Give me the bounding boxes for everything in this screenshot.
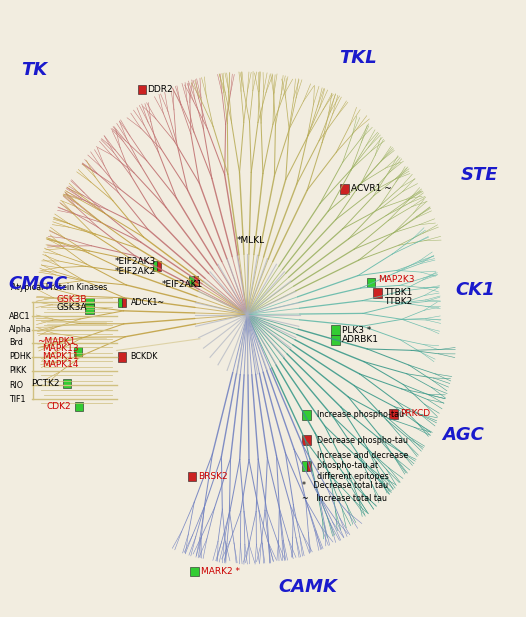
Text: PRKCD: PRKCD xyxy=(400,409,430,418)
Bar xyxy=(85,297,94,307)
Text: AGC: AGC xyxy=(442,426,484,444)
Bar xyxy=(331,335,340,345)
Bar xyxy=(138,85,146,94)
Text: GSK3A: GSK3A xyxy=(57,303,87,312)
Text: TTBK1: TTBK1 xyxy=(384,288,412,297)
Text: *EIF2AK2: *EIF2AK2 xyxy=(115,267,156,276)
Text: Brd: Brd xyxy=(9,339,23,347)
Bar xyxy=(340,184,349,194)
Text: Decrease phospho-tau: Decrease phospho-tau xyxy=(317,436,408,445)
Bar xyxy=(188,472,196,481)
Text: ABC1: ABC1 xyxy=(9,312,31,321)
Text: MAPK11: MAPK11 xyxy=(42,352,79,362)
Text: CDK2: CDK2 xyxy=(46,402,71,411)
Bar xyxy=(153,262,157,271)
Bar xyxy=(118,297,122,307)
Text: RIO: RIO xyxy=(9,381,23,390)
Bar xyxy=(331,325,340,335)
Text: Atypical Protein Kinases: Atypical Protein Kinases xyxy=(11,283,107,292)
Text: STE: STE xyxy=(460,167,498,184)
Text: MAPK13: MAPK13 xyxy=(42,344,79,353)
Bar xyxy=(307,460,311,471)
Text: BCKDK: BCKDK xyxy=(130,352,158,362)
Text: Increase phospho-tau: Increase phospho-tau xyxy=(317,410,404,420)
Text: PCTK2: PCTK2 xyxy=(32,379,60,388)
Text: *   Decrease total tau: * Decrease total tau xyxy=(302,481,389,489)
Text: PLK3 *: PLK3 * xyxy=(342,326,371,335)
Text: CAMK: CAMK xyxy=(279,578,338,595)
Text: *MLKL: *MLKL xyxy=(237,236,265,246)
Text: TIF1: TIF1 xyxy=(9,395,25,404)
Bar xyxy=(389,409,398,418)
Text: GSK3B: GSK3B xyxy=(57,295,87,304)
Bar xyxy=(85,304,94,314)
Bar xyxy=(157,262,161,271)
Text: PDHK: PDHK xyxy=(9,352,31,362)
Bar xyxy=(122,297,126,307)
Bar xyxy=(63,379,71,388)
Bar xyxy=(302,435,311,445)
Text: *EIF2AK3: *EIF2AK3 xyxy=(115,257,156,267)
Bar xyxy=(302,410,311,420)
Bar xyxy=(189,276,194,286)
Bar xyxy=(75,402,83,412)
Text: TTBK2: TTBK2 xyxy=(384,297,412,307)
Text: *EIF2AK1: *EIF2AK1 xyxy=(162,280,203,289)
Text: ACVR1 ~: ACVR1 ~ xyxy=(351,184,392,193)
Text: ~MAPK1: ~MAPK1 xyxy=(37,337,75,346)
Text: MARK2 *: MARK2 * xyxy=(201,567,240,576)
Bar xyxy=(302,460,307,471)
Text: Alpha: Alpha xyxy=(9,325,32,334)
Text: ~   Increase total tau: ~ Increase total tau xyxy=(302,494,388,503)
Text: TKL: TKL xyxy=(339,49,377,67)
Text: MAP2K3: MAP2K3 xyxy=(378,275,414,284)
Bar xyxy=(194,276,198,286)
Text: Increase and decrease
phospho-tau at
different epitopes: Increase and decrease phospho-tau at dif… xyxy=(317,451,408,481)
Text: CMGC: CMGC xyxy=(8,275,67,293)
Text: ADRBK1: ADRBK1 xyxy=(342,336,379,344)
Bar xyxy=(118,352,126,362)
Text: PIKK: PIKK xyxy=(9,366,26,375)
Text: ADCK1~: ADCK1~ xyxy=(130,298,165,307)
Bar xyxy=(367,278,375,288)
Text: CK1: CK1 xyxy=(455,281,495,299)
Bar xyxy=(74,347,82,357)
Bar xyxy=(190,566,199,576)
Text: TK: TK xyxy=(21,60,47,78)
Text: MAPK14: MAPK14 xyxy=(42,360,78,368)
Text: BRSK2: BRSK2 xyxy=(198,472,228,481)
Bar xyxy=(373,288,382,297)
Text: DDR2: DDR2 xyxy=(147,85,173,94)
